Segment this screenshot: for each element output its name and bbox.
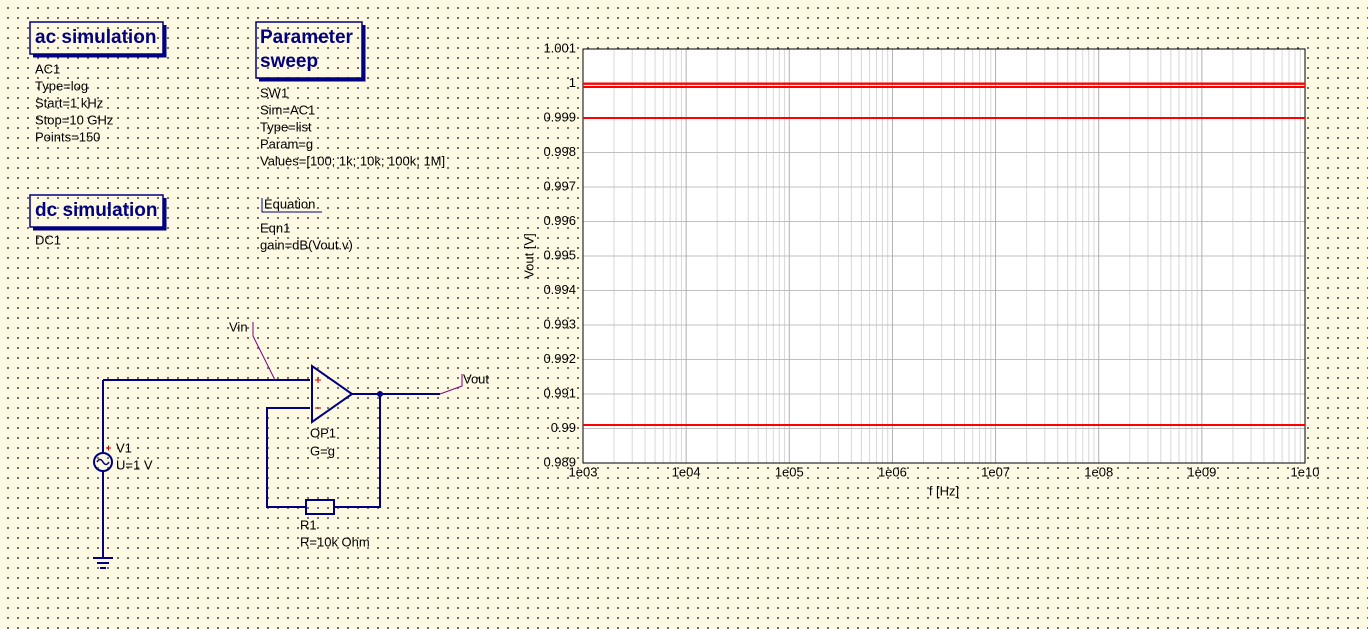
property-line: Type=log [35,78,88,93]
component-label: G=g [310,443,335,458]
property-line: Param=g [260,136,313,151]
x-tick-label: 1e03 [569,464,598,479]
plot-frame [582,48,1306,464]
y-axis-label: Vout [V] [521,233,536,279]
circuit [29,21,463,569]
property-line: Points=150 [35,129,100,144]
x-tick-label: 1e05 [775,464,804,479]
label-line [252,322,463,395]
x-tick-label: 1e04 [672,464,701,479]
property-line: Start=1 kHz [35,95,103,110]
x-tick-label: 1e08 [1084,464,1113,479]
y-tick-label: 1 [569,75,576,90]
property-line: Eqn1 [260,220,290,235]
y-tick-label: 0.989 [543,454,576,469]
y-tick-label: 0.997 [543,178,576,193]
property-line: Stop=10 GHz [35,112,113,127]
property-line: Type=list [260,119,312,134]
property-line: AC1 [35,61,60,76]
y-tick-label: 0.993 [543,316,576,331]
wire [93,379,310,569]
sim-box [29,21,164,55]
source-plus [106,445,111,451]
component-label: R=10k Ohm [300,534,370,549]
component-label: OP1 [310,425,336,440]
property-line: DC1 [35,232,61,247]
node-label: Vout [463,371,489,386]
y-tick-label: 0.995 [543,247,576,262]
x-tick-label: 1e09 [1187,464,1216,479]
x-axis-label: f [Hz] [929,483,959,498]
y-tick-label: 0.991 [543,385,576,400]
y-tick-label: 0.998 [543,144,576,159]
y-tick-label: 0.996 [543,213,576,228]
sim-title: ac simulation [35,27,156,48]
y-tick-label: 0.992 [543,351,576,366]
sim-box-shadow [33,25,167,58]
wire [266,393,440,508]
y-tick-label: 0.994 [543,282,576,297]
sim-box [29,194,164,228]
resistor [305,499,335,515]
y-tick-label: 0.999 [543,109,576,124]
x-tick-label: 1e06 [878,464,907,479]
x-tick-label: 1e07 [981,464,1010,479]
component-label: V1 [116,440,132,455]
sweep-title: sweep [260,51,318,72]
x-tick-label: 1e10 [1291,464,1320,479]
junction [377,391,383,397]
y-tick-label: 1.001 [543,40,576,55]
sim-title: dc simulation [35,200,157,221]
sweep-box-shadow [259,25,366,82]
property-line: gain=dB(Vout.v) [260,237,353,252]
equation-box [261,198,322,213]
voltage-source [93,452,113,472]
component-label: R1 [300,517,317,532]
component-label: U=1 V [116,457,153,472]
sweep-box [255,21,363,79]
source-symbol [96,458,110,466]
opamp [311,364,354,424]
property-line: Sim=AC1 [260,102,315,117]
opamp-pins [315,377,321,409]
equation-title: Equation [264,196,315,211]
property-line: SW1 [260,85,288,100]
sim-box-shadow [33,198,167,231]
node-label: Vin [229,319,248,334]
sweep-title: Parameter [260,27,354,48]
property-line: Values=[100; 1k; 10k; 100k; 1M] [260,153,445,168]
y-tick-label: 0.99 [551,420,576,435]
